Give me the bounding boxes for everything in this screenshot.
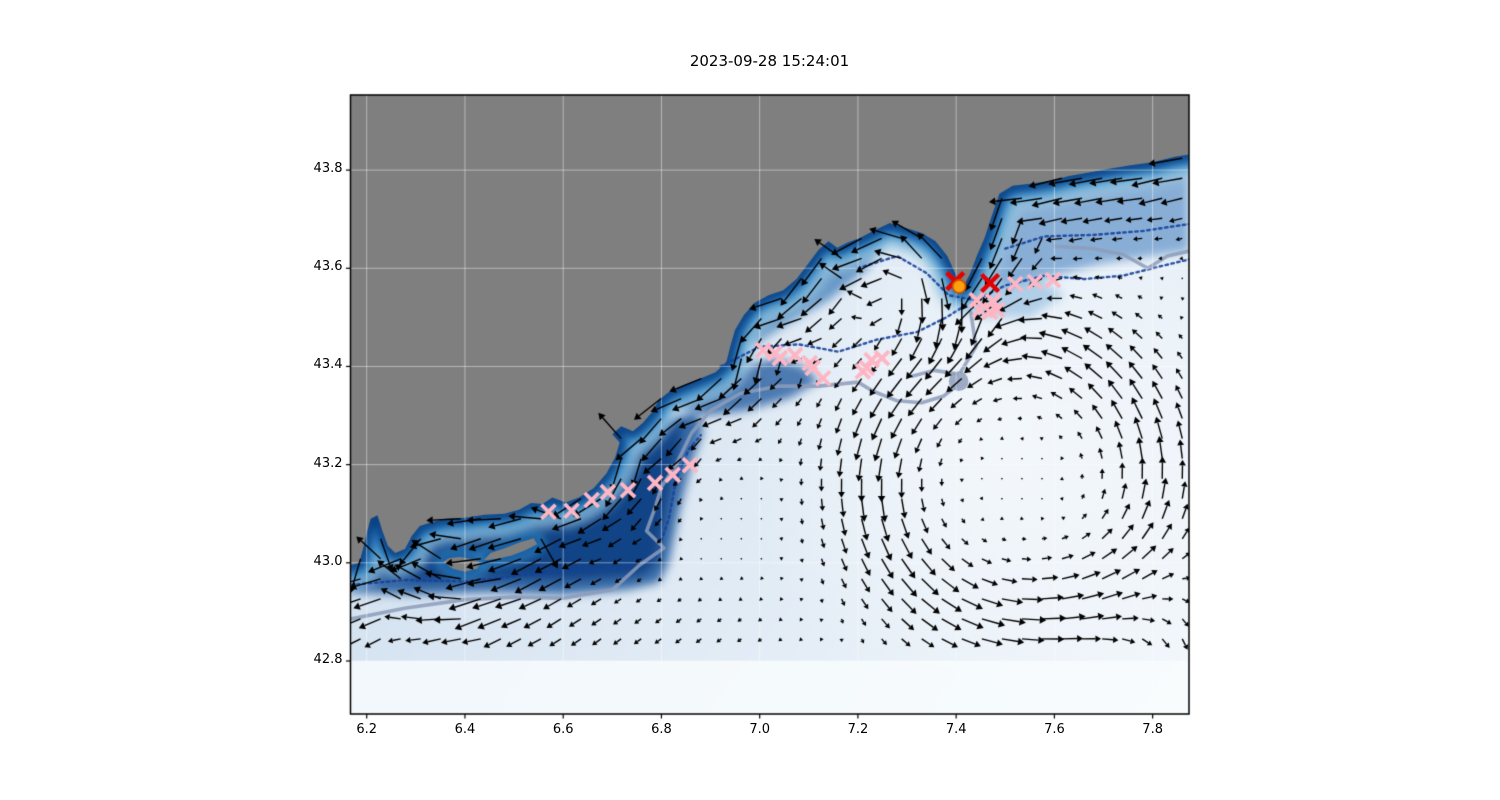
y-tick-label: 43.6 [313,259,343,275]
y-tick-label: 43.4 [313,357,343,373]
x-tick-label: 7.8 [1142,722,1163,737]
x-tick-label: 7.2 [847,722,869,737]
y-tick-label: 43.8 [313,161,343,177]
x-tick-label: 6.2 [356,722,378,737]
x-tick-label: 7.0 [749,722,771,737]
x-tick-label: 7.6 [1044,722,1065,737]
x-tick-label: 7.4 [945,722,967,737]
x-tick-label: 6.6 [552,722,574,737]
x-tick-label: 6.8 [651,722,672,737]
y-tick-label: 42.8 [313,651,343,667]
x-tick-label: 6.4 [454,722,476,737]
y-tick-label: 43.2 [313,455,343,471]
plot-title: 2023-09-28 15:24:01 [689,52,850,70]
y-tick-label: 43.0 [313,553,343,569]
